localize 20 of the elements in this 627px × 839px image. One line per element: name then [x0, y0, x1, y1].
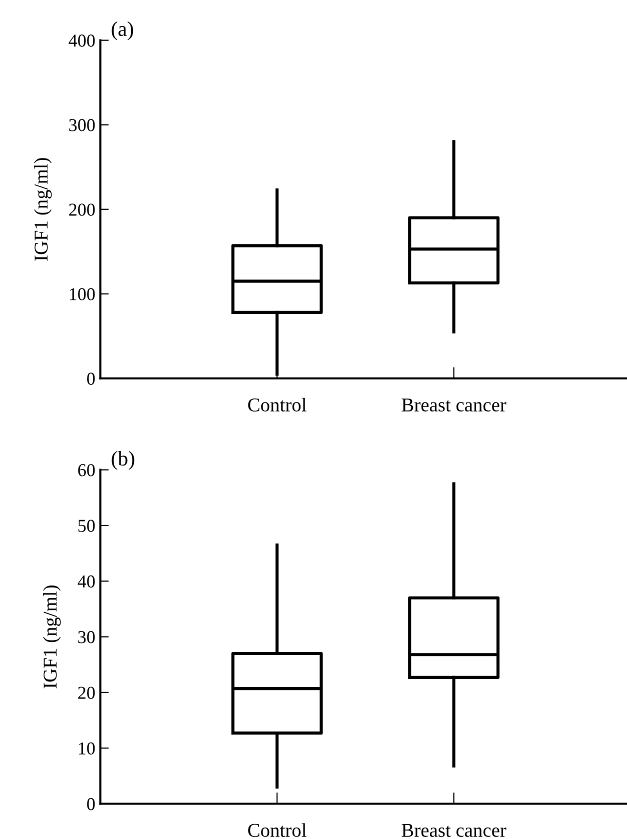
x-tick-label: Control [248, 398, 306, 412]
x-tick-label: Breast cancer [402, 398, 506, 412]
x-tick-label: Breast cancer [402, 824, 506, 837]
y-axis-title: IGF1 (ng/ml) [34, 158, 52, 261]
y-tick-label: 0 [87, 372, 95, 385]
chart-title: (a) [112, 21, 134, 40]
y-tick-label: 400 [68, 34, 95, 47]
y-tick-label: 40 [78, 575, 95, 588]
y-tick-label: 0 [87, 798, 95, 810]
x-tick-label: Control [248, 823, 306, 837]
y-tick-label: 200 [69, 204, 95, 216]
y-tick-label: 30 [78, 631, 95, 644]
y-axis-title: IGF1 (ng/ml) [43, 586, 61, 688]
y-tick-label: 50 [78, 520, 95, 532]
chart-title: (b) [112, 450, 134, 470]
y-tick-label: 10 [78, 742, 95, 755]
y-tick-label: 20 [78, 686, 95, 699]
y-tick-label: 300 [69, 119, 95, 132]
y-tick-label: 100 [70, 288, 95, 300]
y-tick-label: 60 [78, 464, 95, 476]
